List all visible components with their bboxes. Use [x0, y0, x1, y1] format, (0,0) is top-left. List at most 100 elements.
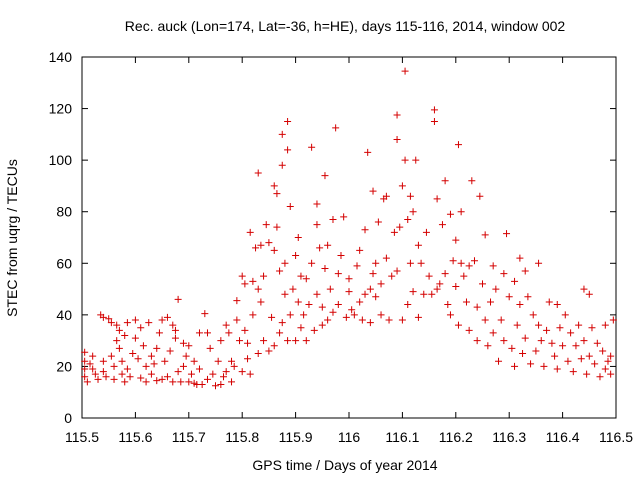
data-point: [452, 236, 460, 244]
data-point: [577, 355, 585, 363]
data-point: [428, 290, 436, 298]
data-point: [142, 378, 150, 386]
data-point: [203, 375, 211, 383]
data-point: [123, 365, 131, 373]
data-point: [607, 370, 615, 378]
data-point: [313, 290, 321, 298]
data-point: [214, 357, 222, 365]
data-point: [591, 360, 599, 368]
data-point: [318, 321, 326, 329]
data-point: [302, 275, 310, 283]
data-point: [388, 272, 396, 280]
data-point: [508, 344, 516, 352]
data-point: [393, 267, 401, 275]
data-point: [179, 362, 187, 370]
data-point: [260, 337, 268, 345]
data-point: [238, 272, 246, 280]
data-point: [254, 285, 262, 293]
data-point: [532, 347, 540, 355]
data-point: [607, 352, 615, 360]
data-point: [174, 295, 182, 303]
data-point: [409, 288, 417, 296]
y-tick-label: 0: [64, 410, 72, 426]
data-point: [430, 106, 438, 114]
data-point: [257, 241, 265, 249]
data-point: [273, 190, 281, 198]
data-point: [433, 195, 441, 203]
data-point: [377, 311, 385, 319]
data-point: [81, 357, 89, 365]
data-point: [345, 275, 353, 283]
data-point: [286, 203, 294, 211]
data-point: [580, 285, 588, 293]
data-point: [446, 210, 454, 218]
data-point: [356, 298, 364, 306]
data-point: [252, 244, 260, 252]
data-point: [217, 380, 225, 388]
y-tick-label: 100: [49, 152, 73, 168]
data-point: [169, 378, 177, 386]
data-point: [198, 380, 206, 388]
data-point: [572, 342, 580, 350]
data-point: [529, 311, 537, 319]
data-point: [567, 329, 575, 337]
data-point: [425, 272, 433, 280]
data-point: [212, 382, 219, 390]
data-point: [81, 373, 89, 381]
data-point: [446, 311, 454, 319]
data-point: [265, 347, 273, 355]
data-point: [139, 342, 147, 350]
data-point: [332, 124, 340, 132]
data-point: [436, 280, 444, 288]
data-point: [324, 241, 332, 249]
data-point: [174, 368, 182, 376]
data-point: [163, 313, 171, 321]
data-point: [276, 267, 284, 275]
data-point: [414, 241, 422, 249]
data-point: [225, 329, 233, 337]
data-point: [230, 362, 238, 370]
data-point: [270, 342, 278, 350]
data-point: [99, 368, 107, 376]
data-point: [457, 208, 465, 216]
data-point: [564, 357, 572, 365]
data-point: [238, 368, 246, 376]
x-axis-label: GPS time / Days of year 2014: [252, 457, 437, 473]
data-point: [222, 368, 230, 376]
data-point: [185, 378, 193, 386]
data-point: [583, 370, 591, 378]
data-point: [350, 311, 358, 319]
data-point: [270, 246, 278, 254]
x-tick-label: 116.2: [439, 429, 473, 445]
data-point: [366, 319, 374, 327]
data-point: [489, 262, 497, 270]
data-point: [105, 315, 113, 323]
data-point: [201, 310, 209, 318]
data-point: [284, 117, 292, 125]
data-point: [158, 375, 166, 383]
data-point: [476, 192, 484, 200]
data-point: [599, 347, 607, 355]
data-point: [393, 136, 401, 144]
data-point: [372, 293, 380, 301]
data-point: [284, 337, 292, 345]
data-point: [361, 226, 369, 234]
data-point: [281, 259, 289, 267]
data-point: [158, 316, 166, 324]
data-point: [313, 221, 321, 229]
x-tick-label: 116.1: [385, 429, 419, 445]
data-point: [131, 316, 139, 324]
data-point: [575, 321, 583, 329]
data-point: [163, 373, 171, 381]
data-point: [580, 337, 588, 345]
data-point: [228, 378, 236, 386]
data-point: [342, 313, 350, 321]
data-point: [182, 352, 190, 360]
data-point: [310, 326, 318, 334]
y-tick-label: 60: [56, 255, 72, 271]
data-point: [209, 370, 217, 378]
x-tick-label: 116.5: [599, 429, 633, 445]
x-tick-label: 115.5: [65, 429, 99, 445]
data-point: [516, 301, 524, 309]
